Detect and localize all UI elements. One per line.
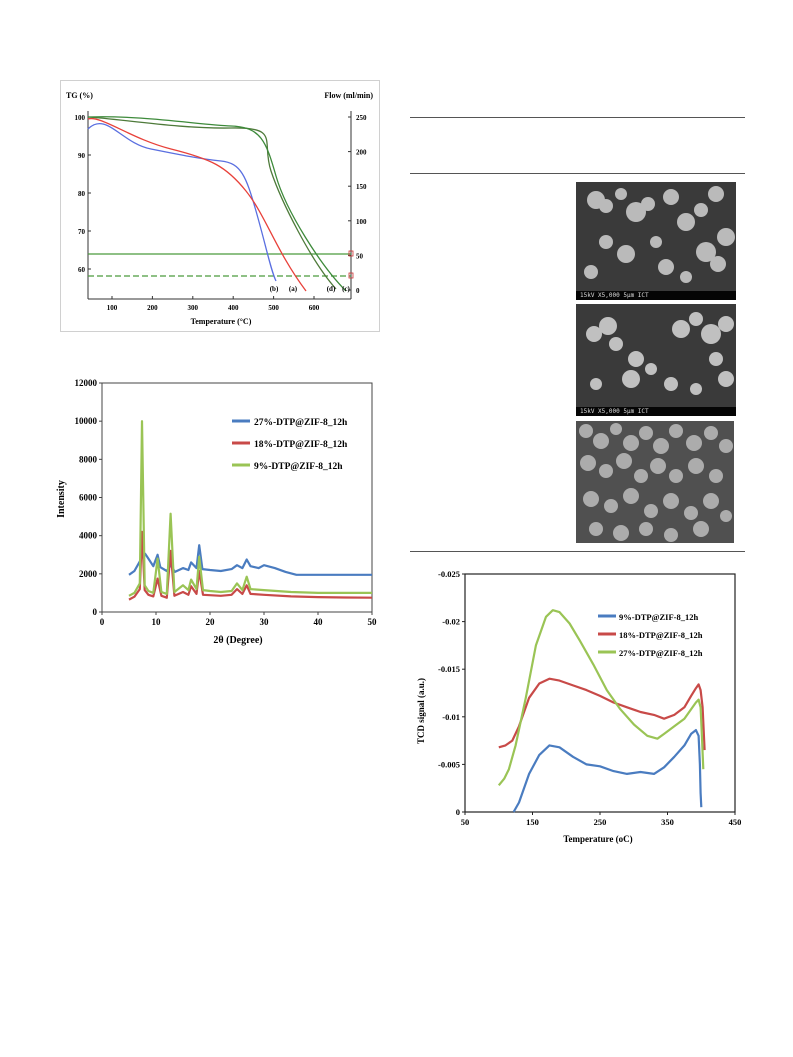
xrd-x-tick-label: 20 xyxy=(206,617,216,627)
tpd-x-tick-label: 50 xyxy=(461,817,470,827)
xrd-y-tick-label: 6000 xyxy=(79,493,98,503)
tga-curve-c xyxy=(87,116,347,292)
tga-right-tick-label: 50 xyxy=(356,252,364,260)
tga-y-left-label: TG (%) xyxy=(66,91,93,100)
xrd-y-tick-label: 4000 xyxy=(79,531,98,541)
xrd-series-line-1 xyxy=(128,544,372,576)
xrd-x-tick-label: 30 xyxy=(260,617,270,627)
tga-left-tick-label: 60 xyxy=(78,266,86,274)
sem-image-2: 15kV X5,000 5µm ICT xyxy=(576,304,736,416)
xrd-figure: 0 2000 4000 6000 8000 10000 12000 0 10 20 30 40 50 2… xyxy=(50,375,385,650)
tpd-chart: 0 -0.005 -0.01 -0.015 -0.02 -0.025 50 150 250 350… xyxy=(416,569,741,844)
xrd-legend-label: 27%-DTP@ZIF-8_12h xyxy=(254,418,348,428)
tpd-x-tick-label: 450 xyxy=(729,817,742,827)
tga-chart: TG (%) Flow (ml/min) 60 70 80 90 100 0 50 100 15… xyxy=(66,91,373,326)
tga-flow-marker xyxy=(348,272,354,279)
xrd-series xyxy=(128,420,373,601)
tga-right-tick-label: 150 xyxy=(356,183,367,191)
sem-texture-3 xyxy=(579,423,733,542)
tga-x-tick-label: 600 xyxy=(309,304,320,312)
tpd-axes: 0 -0.005 -0.01 -0.015 -0.02 -0.025 50 150 250 350… xyxy=(438,569,741,827)
tga-x-tick-label: 500 xyxy=(268,304,279,312)
xrd-chart: 0 2000 4000 6000 8000 10000 12000 0 10 20 30 40 50 2… xyxy=(56,378,378,646)
sem-scale-text-2: 15kV X5,000 5µm ICT xyxy=(580,408,649,415)
tpd-figure: 0 -0.005 -0.01 -0.015 -0.02 -0.025 50 150 250 350… xyxy=(410,562,745,852)
table-rule-top xyxy=(410,117,745,118)
tpd-series xyxy=(497,609,706,813)
tpd-y-tick-label: -0.015 xyxy=(438,664,460,674)
sem-texture-2 xyxy=(586,312,734,395)
tga-axes: 60 70 80 90 100 0 50 100 150 200 250 100 200 300 400 50… xyxy=(75,111,367,312)
tpd-y-label: TCD signal (a.u.) xyxy=(416,678,426,744)
xrd-y-tick-label: 10000 xyxy=(75,416,98,426)
xrd-y-label: Intensity xyxy=(56,480,67,518)
tga-left-tick-label: 100 xyxy=(75,114,86,122)
xrd-x-tick-label: 0 xyxy=(100,617,105,627)
tpd-x-tick-label: 350 xyxy=(661,817,674,827)
tga-x-tick-label: 400 xyxy=(228,304,239,312)
tga-right-tick-label: 200 xyxy=(356,149,367,157)
tga-curve-label: (d) xyxy=(327,285,336,293)
tga-figure: TG (%) Flow (ml/min) 60 70 80 90 100 0 50 100 15… xyxy=(60,80,380,332)
tga-curve-a xyxy=(87,117,307,292)
xrd-legend-label: 18%-DTP@ZIF-8_12h xyxy=(254,440,348,450)
tga-left-tick-label: 70 xyxy=(78,228,86,236)
tpd-series-line-2 xyxy=(498,677,706,751)
tga-curve-label: (c) xyxy=(342,285,350,293)
sem-scale-text-1: 15kV X5,000 5µm ICT xyxy=(580,292,649,299)
tpd-legend: 9%-DTP@ZIF-8_12h 18%-DTP@ZIF-8_12h 27%-DTP… xyxy=(598,612,703,658)
xrd-axes: 0 2000 4000 6000 8000 10000 12000 0 10 20 30 40 50 xyxy=(75,378,378,627)
tpd-y-tick-label: -0.01 xyxy=(442,712,460,722)
tga-curve-b xyxy=(87,122,277,282)
tpd-legend-label: 18%-DTP@ZIF-8_12h xyxy=(619,630,703,640)
tpd-y-tick-label: 0 xyxy=(456,807,460,817)
tga-curve-label: (b) xyxy=(270,285,279,293)
xrd-x-tick-label: 40 xyxy=(314,617,324,627)
xrd-x-label: 2θ (Degree) xyxy=(213,635,262,646)
tga-right-tick-label: 250 xyxy=(356,114,367,122)
xrd-y-tick-label: 12000 xyxy=(75,378,98,388)
tga-y-right-label: Flow (ml/min) xyxy=(324,91,373,100)
tpd-legend-label: 27%-DTP@ZIF-8_12h xyxy=(619,648,703,658)
tpd-y-tick-label: -0.02 xyxy=(442,617,460,627)
tpd-series-line-3 xyxy=(497,609,705,786)
tga-left-tick-label: 90 xyxy=(78,152,86,160)
xrd-y-tick-label: 2000 xyxy=(79,569,98,579)
tpd-y-tick-label: -0.005 xyxy=(438,759,460,769)
tpd-x-tick-label: 250 xyxy=(594,817,607,827)
xrd-legend-label: 9%-DTP@ZIF-8_12h xyxy=(254,462,343,472)
tpd-series-line-1 xyxy=(512,729,703,813)
tga-flow-marker xyxy=(348,250,354,257)
table-rule-mid xyxy=(410,173,745,174)
xrd-x-tick-label: 50 xyxy=(368,617,378,627)
tpd-legend-label: 9%-DTP@ZIF-8_12h xyxy=(619,612,698,622)
tga-x-tick-label: 300 xyxy=(188,304,199,312)
tpd-x-label: Temperature (oC) xyxy=(563,834,632,844)
tga-curve-label: (a) xyxy=(289,285,298,293)
tga-x-label: Temperature (°C) xyxy=(191,317,252,326)
sem-texture-1 xyxy=(584,186,735,283)
xrd-y-tick-label: 8000 xyxy=(79,454,98,464)
tga-right-tick-label: 0 xyxy=(356,287,360,295)
sem-image-1: 15kV X5,000 5µm ICT xyxy=(576,182,736,300)
tga-left-tick-label: 80 xyxy=(78,190,86,198)
sem-scale-bar-1 xyxy=(576,291,736,300)
tpd-x-tick-label: 150 xyxy=(526,817,539,827)
xrd-series-line-2 xyxy=(128,530,373,601)
sem-scale-bar-2 xyxy=(576,407,736,416)
tga-x-tick-label: 100 xyxy=(107,304,118,312)
xrd-legend: 27%-DTP@ZIF-8_12h 18%-DTP@ZIF-8_12h 9%-DTP… xyxy=(232,418,348,472)
xrd-y-tick-label: 0 xyxy=(93,607,98,617)
sem-image-3 xyxy=(576,421,734,543)
tga-curve-d xyxy=(87,116,337,290)
tga-right-tick-label: 100 xyxy=(356,218,367,226)
tga-curves: (b) (a) (d) (c) xyxy=(87,116,354,293)
tpd-y-tick-label: -0.025 xyxy=(438,569,460,579)
table-rule-bottom xyxy=(410,551,745,552)
xrd-x-tick-label: 10 xyxy=(152,617,162,627)
xrd-series-line-3 xyxy=(128,420,372,597)
tga-x-tick-label: 200 xyxy=(147,304,158,312)
